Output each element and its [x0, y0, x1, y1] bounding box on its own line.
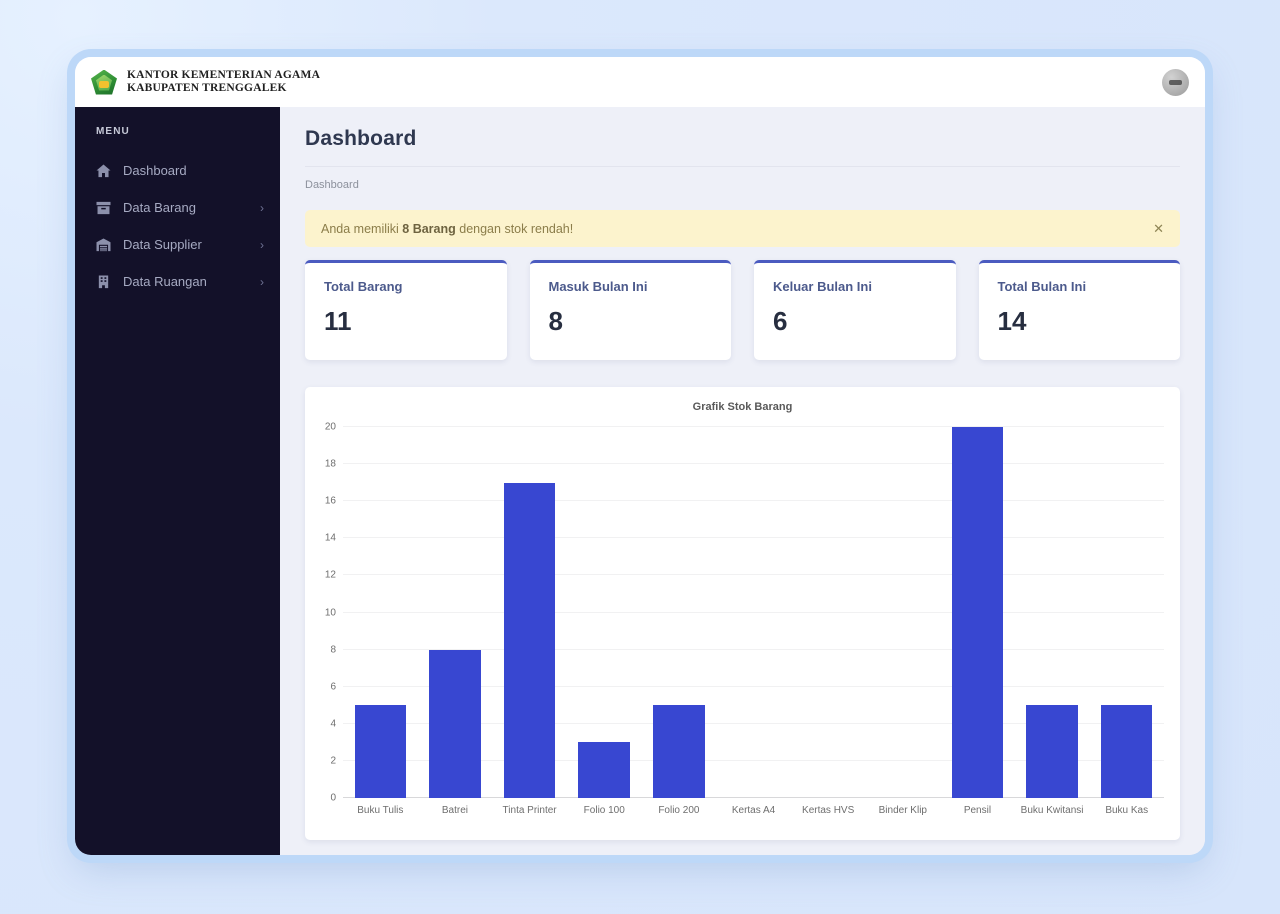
alert-highlight: 8 Barang [402, 222, 456, 236]
stat-cards-row: Total Barang 11 Masuk Bulan Ini 8 Keluar… [305, 260, 1180, 360]
bar-slot-buku-kas [1089, 427, 1164, 798]
chart-x-axis-labels: Buku TulisBatreiTinta PrinterFolio 100Fo… [343, 805, 1164, 816]
bar-slot-buku-tulis [343, 427, 418, 798]
stat-card-keluar-bulan-ini: Keluar Bulan Ini 6 [754, 260, 956, 360]
x-axis-tick-label: Folio 100 [567, 805, 642, 816]
y-axis-tick-label: 8 [330, 644, 336, 655]
stat-card-masuk-bulan-ini: Masuk Bulan Ini 8 [530, 260, 732, 360]
bar-slot-binder-klip [865, 427, 940, 798]
chart-plot: 02468101214161820 [343, 427, 1164, 798]
sidebar-item-label: Data Supplier [123, 237, 202, 252]
stat-card-value: 8 [549, 306, 713, 337]
close-icon[interactable]: ✕ [1153, 221, 1164, 237]
warehouse-icon [96, 238, 111, 252]
bar-slot-folio-100 [567, 427, 642, 798]
bar-slot-pensil [940, 427, 1015, 798]
sidebar-item-data-ruangan[interactable]: Data Ruangan › [75, 263, 280, 300]
y-axis-tick-label: 20 [325, 422, 336, 433]
x-axis-tick-label: Buku Kwitansi [1015, 805, 1090, 816]
bar-slot-batrei [418, 427, 493, 798]
alert-text: Anda memiliki 8 Barang dengan stok renda… [321, 222, 573, 236]
sidebar-nav: Dashboard Data Barang › Data Supplier › [75, 152, 280, 300]
title-divider [305, 166, 1180, 167]
user-avatar-icon [1169, 80, 1182, 85]
stat-card-label: Total Barang [324, 279, 488, 294]
chart-bars [343, 427, 1164, 798]
bar [355, 705, 407, 798]
app-window: KANTOR KEMENTERIAN AGAMA KABUPATEN TRENG… [75, 57, 1205, 855]
bar [578, 742, 630, 798]
y-axis-tick-label: 0 [330, 793, 336, 804]
x-axis-tick-label: Binder Klip [865, 805, 940, 816]
chevron-right-icon: › [260, 239, 264, 251]
sidebar-item-data-barang[interactable]: Data Barang › [75, 189, 280, 226]
bar [429, 650, 481, 798]
y-axis-tick-label: 10 [325, 607, 336, 618]
main-content: Dashboard Dashboard Anda memiliki 8 Bara… [280, 107, 1205, 855]
top-header: KANTOR KEMENTERIAN AGAMA KABUPATEN TRENG… [75, 57, 1205, 107]
sidebar-menu-heading: MENU [75, 126, 280, 137]
y-axis-tick-label: 2 [330, 755, 336, 766]
bar-slot-buku-kwitansi [1015, 427, 1090, 798]
bar [653, 705, 705, 798]
low-stock-alert: Anda memiliki 8 Barang dengan stok renda… [305, 210, 1180, 247]
brand-line1: KANTOR KEMENTERIAN AGAMA [127, 69, 320, 82]
sidebar-item-label: Data Barang [123, 200, 196, 215]
chevron-right-icon: › [260, 276, 264, 288]
page-title: Dashboard [305, 127, 1180, 151]
x-axis-tick-label: Tinta Printer [492, 805, 567, 816]
sidebar: MENU Dashboard Data Barang › [75, 107, 280, 855]
bar-slot-kertas-a4 [716, 427, 791, 798]
stat-card-label: Keluar Bulan Ini [773, 279, 937, 294]
y-axis-tick-label: 6 [330, 681, 336, 692]
x-axis-tick-label: Kertas A4 [716, 805, 791, 816]
stat-card-value: 11 [324, 306, 488, 337]
stat-card-label: Masuk Bulan Ini [549, 279, 713, 294]
y-axis-tick-label: 18 [325, 459, 336, 470]
y-axis-tick-label: 14 [325, 533, 336, 544]
y-axis-tick-label: 4 [330, 718, 336, 729]
body-row: MENU Dashboard Data Barang › [75, 107, 1205, 855]
stat-card-value: 14 [998, 306, 1162, 337]
bar [1026, 705, 1078, 798]
sidebar-item-label: Data Ruangan [123, 274, 207, 289]
stat-card-total-bulan-ini: Total Bulan Ini 14 [979, 260, 1181, 360]
bar [952, 427, 1004, 798]
stat-card-label: Total Bulan Ini [998, 279, 1162, 294]
chevron-right-icon: › [260, 202, 264, 214]
x-axis-tick-label: Kertas HVS [791, 805, 866, 816]
y-axis-tick-label: 12 [325, 570, 336, 581]
stat-card-total-barang: Total Barang 11 [305, 260, 507, 360]
user-avatar-button[interactable] [1162, 69, 1189, 96]
breadcrumb: Dashboard [305, 179, 1180, 191]
archive-icon [96, 201, 111, 215]
sidebar-item-dashboard[interactable]: Dashboard [75, 152, 280, 189]
brand-line2: KABUPATEN TRENGGALEK [127, 82, 320, 95]
x-axis-tick-label: Buku Kas [1089, 805, 1164, 816]
x-axis-tick-label: Folio 200 [642, 805, 717, 816]
stat-card-value: 6 [773, 306, 937, 337]
building-icon [96, 275, 111, 289]
sidebar-item-data-supplier[interactable]: Data Supplier › [75, 226, 280, 263]
chart-title: Grafik Stok Barang [321, 401, 1164, 413]
brand-title: KANTOR KEMENTERIAN AGAMA KABUPATEN TRENG… [127, 69, 320, 95]
x-axis-tick-label: Buku Tulis [343, 805, 418, 816]
bar [504, 483, 556, 798]
home-icon [96, 164, 111, 178]
bar-slot-folio-200 [642, 427, 717, 798]
sidebar-item-label: Dashboard [123, 163, 187, 178]
bar-slot-kertas-hvs [791, 427, 866, 798]
bar-slot-tinta-printer [492, 427, 567, 798]
y-axis-tick-label: 16 [325, 496, 336, 507]
bar [1101, 705, 1153, 798]
ministry-of-religion-logo-icon [91, 70, 117, 95]
x-axis-tick-label: Batrei [418, 805, 493, 816]
stock-chart-card: Grafik Stok Barang 02468101214161820 Buk… [305, 387, 1180, 840]
x-axis-tick-label: Pensil [940, 805, 1015, 816]
